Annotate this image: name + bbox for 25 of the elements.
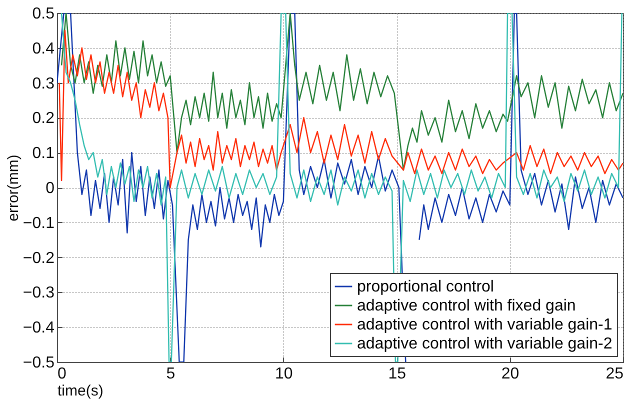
y-tick-label: 0.5 [32, 6, 55, 22]
x-tick-label: 5 [166, 366, 176, 382]
y-tick-label: 0.3 [32, 75, 55, 92]
line-series [60, 13, 623, 171]
y-tick-label: −0.3 [22, 284, 55, 302]
y-axis-title: error(mm) [4, 154, 22, 222]
y-tick-label: −0.4 [22, 320, 55, 337]
x-tick-label: 15 [388, 366, 406, 382]
x-tick-label: 25 [606, 366, 624, 382]
y-tick-label: 0.4 [32, 40, 55, 58]
y-tick-label: 0.1 [32, 145, 55, 162]
y-tick-label: −0.5 [22, 354, 55, 372]
x-axis-title: time(s) [58, 382, 104, 400]
legend-label: proportional control [357, 278, 494, 296]
y-tick-label: 0.2 [32, 110, 55, 128]
y-tick-label: 0 [46, 180, 55, 197]
y-tick-label: −0.1 [22, 214, 55, 232]
legend-label: adaptive control with fixed gain [357, 298, 576, 314]
legend-label: adaptive control with variable gain-1 [357, 316, 612, 334]
x-tick-label: 0 [58, 366, 66, 382]
x-tick-label: 20 [501, 366, 520, 382]
line-series [58, 30, 623, 188]
y-tick-label: −0.2 [22, 250, 55, 267]
x-tick-label: 10 [275, 366, 293, 382]
legend-label: adaptive control with variable gain-2 [357, 336, 612, 352]
